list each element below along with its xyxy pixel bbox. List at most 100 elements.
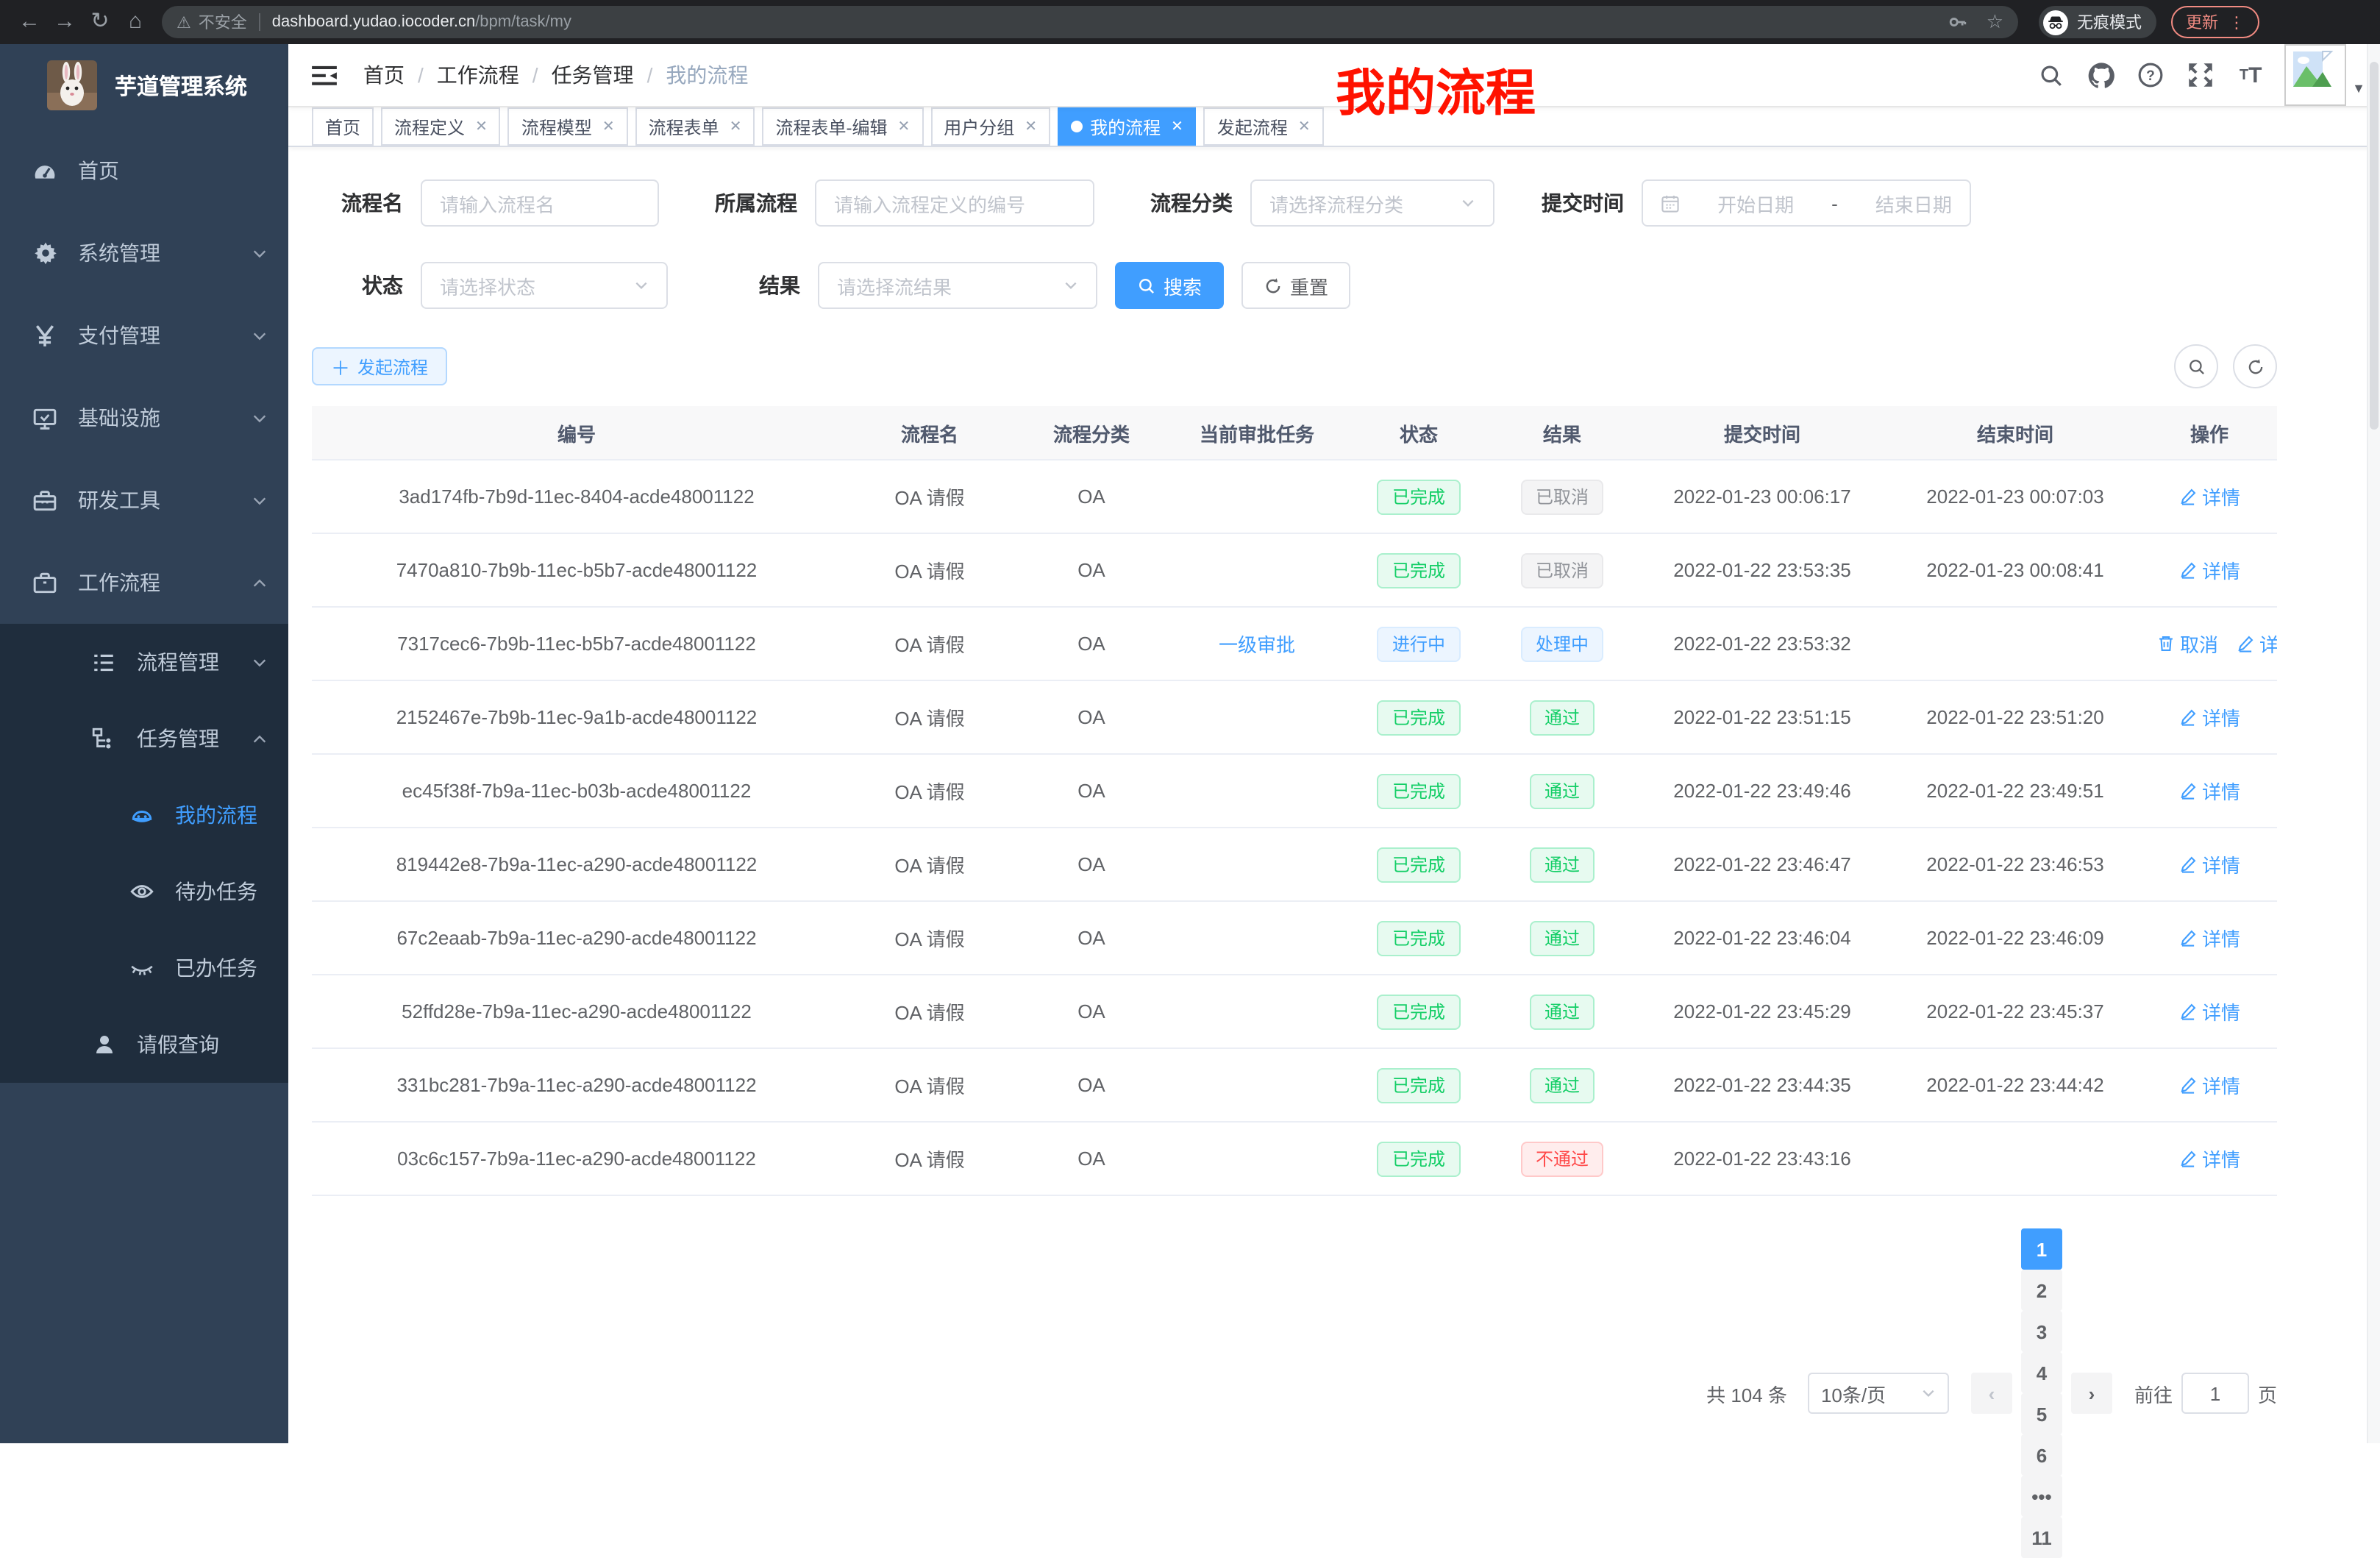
goto-page-input[interactable]: 1 [2181,1373,2249,1414]
close-tab-icon[interactable]: ✕ [1171,118,1183,135]
close-tab-icon[interactable]: ✕ [729,118,742,135]
detail-action-link[interactable]: 详情 [2236,630,2277,658]
sidebar-item-6[interactable]: 工作流程 [0,541,288,624]
page-number-1[interactable]: 1 [2020,1228,2062,1270]
result-select[interactable]: 请选择流结果 [818,262,1097,309]
page-number-6[interactable]: 6 [2020,1434,2062,1476]
page-size-select[interactable]: 10条/页 [1807,1373,1949,1414]
close-tab-icon[interactable]: ✕ [1297,118,1311,135]
bookmark-star-icon[interactable]: ☆ [1986,10,2003,32]
incognito-badge: 无痕模式 [2039,6,2156,38]
sidebar-item-1[interactable]: 首页 [0,129,288,212]
avatar-dropdown-caret[interactable]: ▼ [2352,81,2365,96]
sidebar-item-7[interactable]: 流程管理 [0,624,288,700]
collapse-menu-icon[interactable] [312,64,337,86]
page-number-11[interactable]: 11 [2020,1517,2062,1558]
breadcrumb-item-1[interactable]: 首页 [363,63,405,87]
detail-action-link[interactable]: 详情 [2178,483,2240,511]
search-button[interactable]: 搜索 [1115,262,1225,309]
sidebar-item-5[interactable]: 研发工具 [0,459,288,541]
breadcrumb-item-2[interactable]: 工作流程 [436,63,519,87]
close-tab-icon[interactable]: ✕ [602,118,615,135]
breadcrumb-item-3[interactable]: 任务管理 [551,63,634,87]
cell-process-name: OA 请假 [841,975,1018,1049]
show-search-toggle-button[interactable] [2174,344,2218,388]
view-tab-2[interactable]: 流程定义 ✕ [381,107,501,146]
next-page-button[interactable]: › [2070,1373,2112,1414]
cell-actions: 详情 [2142,975,2277,1049]
view-tab-3[interactable]: 流程模型 ✕ [507,107,628,146]
create-process-button[interactable]: ＋发起流程 [312,347,448,385]
page-ellipsis[interactable]: ••• [2020,1476,2062,1517]
time-end-placeholder[interactable]: 结束日期 [1875,193,1952,216]
view-tab-7[interactable]: 我的流程 ✕ [1058,107,1197,146]
parent-process-input[interactable]: 请输入流程定义的编号 [815,179,1094,227]
time-start-placeholder[interactable]: 开始日期 [1717,193,1795,216]
detail-action-link[interactable]: 详情 [2178,777,2240,805]
view-tabs-bar: 首页 流程定义 ✕ 流程模型 ✕ 流程表单 ✕ 流程表单-编辑 ✕ 用户分组 ✕ 我的流程 ✕ 发起流程 ✕ [288,107,2380,147]
view-tab-5[interactable]: 流程表单-编辑 ✕ [762,107,924,146]
browser-menu-icon[interactable]: ⋮ [2228,14,2245,32]
user-avatar[interactable] [2284,44,2347,106]
sidebar-item-4[interactable]: 基础设施 [0,377,288,459]
view-tab-1[interactable]: 首页 [312,107,374,146]
cell-status: 已完成 [1349,680,1489,755]
process-name-input[interactable]: 请输入流程名 [421,179,659,227]
submit-time-range-picker[interactable]: 开始日期 - 结束日期 [1642,179,1971,227]
table-row-5: ec45f38f-7b9a-11ec-b03b-acde48001122 OA 请… [312,754,2277,828]
browser-forward-button[interactable]: → [54,9,76,34]
cell-category: OA [1018,533,1165,608]
prev-page-button[interactable]: ‹ [1970,1373,2012,1414]
detail-action-link[interactable]: 详情 [2178,1145,2240,1173]
sidebar-item-3[interactable]: 支付管理 [0,294,288,377]
sidebar-item-11[interactable]: 已办任务 [0,930,288,1006]
cell-submit-time: 2022-01-22 23:51:15 [1636,680,1889,755]
close-tab-icon[interactable]: ✕ [475,118,488,135]
header-search-icon[interactable] [2026,50,2076,100]
scrollbar-thumb[interactable] [2370,62,2379,430]
sidebar-item-2[interactable]: 系统管理 [0,212,288,294]
page-number-4[interactable]: 4 [2020,1352,2062,1393]
detail-action-link[interactable]: 详情 [2178,850,2240,878]
help-icon[interactable]: ? [2126,50,2176,100]
page-scrollbar[interactable] [2367,44,2380,1443]
password-key-icon[interactable] [1948,12,1969,32]
page-number-3[interactable]: 3 [2020,1311,2062,1352]
cell-submit-time: 2022-01-22 23:46:47 [1636,828,1889,902]
detail-action-link[interactable]: 详情 [2178,703,2240,731]
browser-update-button[interactable]: 更新 ⋮ [2171,6,2259,38]
cell-process-id: 3ad174fb-7b9d-11ec-8404-acde48001122 [312,460,841,534]
cancel-action-link[interactable]: 取消 [2156,630,2218,658]
browser-home-button[interactable]: ⌂ [128,9,143,34]
close-tab-icon[interactable]: ✕ [1025,118,1038,135]
view-tab-8[interactable]: 发起流程 ✕ [1203,107,1324,146]
page-number-5[interactable]: 5 [2020,1393,2062,1434]
detail-action-link[interactable]: 详情 [2178,924,2240,952]
category-select[interactable]: 请选择流程分类 [1250,179,1494,227]
close-tab-icon[interactable]: ✕ [897,118,911,135]
browser-reload-button[interactable]: ↻ [90,9,110,34]
cell-process-name: OA 请假 [841,533,1018,608]
sidebar-item-12[interactable]: 请假查询 [0,1006,288,1083]
view-tab-6[interactable]: 用户分组 ✕ [930,107,1051,146]
view-tab-4[interactable]: 流程表单 ✕ [635,107,755,146]
fullscreen-icon[interactable] [2176,50,2226,100]
cell-status: 已完成 [1349,533,1489,608]
sidebar-item-10[interactable]: 待办任务 [0,853,288,930]
page-number-2[interactable]: 2 [2020,1270,2062,1311]
current-task-link[interactable]: 一级审批 [1218,634,1295,656]
detail-action-link[interactable]: 详情 [2178,556,2240,584]
cell-result: 通过 [1489,901,1636,975]
github-icon[interactable] [2076,50,2126,100]
refresh-table-button[interactable] [2233,344,2277,388]
address-bar[interactable]: ⚠ 不安全 dashboard.yudao.iocoder.cn/bpm/tas… [162,6,2018,38]
cell-end-time: 2022-01-22 23:51:20 [1889,680,2142,755]
status-select[interactable]: 请选择状态 [421,262,668,309]
sidebar-item-9[interactable]: 我的流程 [0,777,288,853]
detail-action-link[interactable]: 详情 [2178,1071,2240,1099]
browser-back-button[interactable]: ← [18,9,40,34]
detail-action-link[interactable]: 详情 [2178,997,2240,1025]
reset-button[interactable]: 重置 [1241,262,1351,309]
sidebar-item-8[interactable]: 任务管理 [0,700,288,777]
